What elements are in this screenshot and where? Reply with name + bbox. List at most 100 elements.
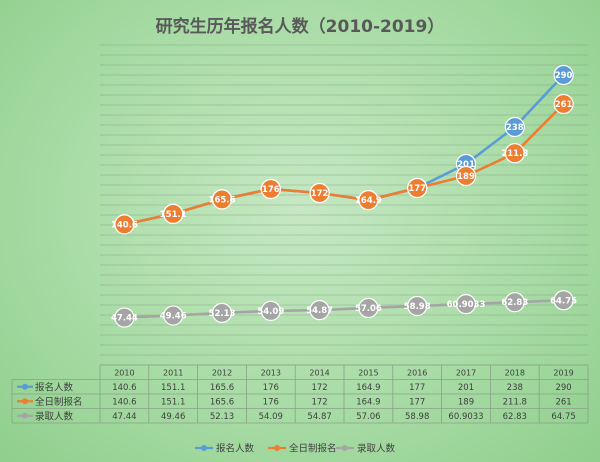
data-label: 177 xyxy=(408,184,426,194)
data-point xyxy=(504,292,525,313)
table-cell: 58.98 xyxy=(405,412,429,422)
table-cell: 151.1 xyxy=(161,383,185,393)
table-cell: 177 xyxy=(409,383,425,393)
data-label: 201 xyxy=(457,160,475,170)
table-legend-marker xyxy=(22,412,28,419)
data-point xyxy=(211,189,233,210)
legend-marker xyxy=(201,445,207,451)
table-cell: 64.75 xyxy=(551,412,575,422)
data-point xyxy=(553,290,574,311)
data-label: 151.1 xyxy=(160,210,187,220)
data-point xyxy=(260,300,281,322)
data-label: 49.46 xyxy=(160,312,187,322)
table-cell: 140.6 xyxy=(112,383,136,393)
data-label: 238 xyxy=(506,123,524,133)
x-tick-label: 2014 xyxy=(309,369,329,378)
table-cell: 211.8 xyxy=(503,397,527,407)
data-point xyxy=(358,297,379,319)
data-point xyxy=(553,93,574,115)
chart-title: 研究生历年报名人数（2010-2019） xyxy=(156,16,445,37)
data-point xyxy=(358,190,379,211)
data-label: 54.87 xyxy=(306,306,333,316)
data-label: 172 xyxy=(311,189,329,199)
table-row-label: 全日制报名 xyxy=(35,396,83,408)
table-row-label: 报名人数 xyxy=(35,381,74,393)
data-label: 165.6 xyxy=(209,195,236,205)
table-cell: 54.87 xyxy=(307,412,331,422)
data-label: 52.13 xyxy=(209,309,236,319)
data-point xyxy=(309,300,330,321)
table-cell: 54.09 xyxy=(259,412,283,422)
data-point xyxy=(114,307,135,328)
data-label: 176 xyxy=(262,185,280,195)
data-label: 189 xyxy=(457,172,475,182)
data-label: 57.06 xyxy=(355,304,382,314)
table-cell: 60.9033 xyxy=(448,412,483,422)
table-cell: 189 xyxy=(458,397,474,407)
x-tick-label: 2018 xyxy=(505,369,525,378)
table-cell: 172 xyxy=(311,383,327,393)
data-label: 261 xyxy=(555,100,573,110)
x-tick-label: 2019 xyxy=(553,369,573,378)
data-point xyxy=(504,116,525,138)
data-point xyxy=(504,143,525,164)
x-tick-label: 2016 xyxy=(407,369,427,378)
table-cell: 151.1 xyxy=(161,397,185,407)
x-tick-label: 2015 xyxy=(358,369,378,378)
data-label: 140.6 xyxy=(111,220,138,230)
legend-marker xyxy=(274,445,280,451)
table-cell: 165.6 xyxy=(210,397,234,407)
data-point xyxy=(163,305,184,326)
data-point xyxy=(260,178,281,200)
data-label: 58.98 xyxy=(404,302,431,312)
data-point xyxy=(407,177,428,199)
x-tick-label: 2017 xyxy=(456,369,476,378)
table-cell: 47.44 xyxy=(112,412,136,422)
data-point xyxy=(455,165,477,187)
data-label: 47.44 xyxy=(111,314,138,324)
table-legend-marker xyxy=(22,383,28,390)
data-label: 164.9 xyxy=(355,196,382,206)
table-cell: 140.6 xyxy=(112,397,136,407)
legend-label: 全日制报名 xyxy=(289,443,337,455)
data-point xyxy=(407,295,428,317)
table-cell: 165.6 xyxy=(210,383,234,393)
table-cell: 172 xyxy=(311,397,327,407)
table-cell: 52.13 xyxy=(210,412,234,422)
table-cell: 290 xyxy=(555,383,571,393)
data-point xyxy=(163,203,184,224)
table-row-label: 录取人数 xyxy=(35,410,74,422)
legend-marker xyxy=(342,445,348,451)
data-point xyxy=(211,302,233,323)
table-cell: 238 xyxy=(507,383,523,393)
data-label: 60.9033 xyxy=(447,300,486,310)
x-tick-label: 2013 xyxy=(261,369,281,378)
x-tick-label: 2012 xyxy=(212,369,232,378)
series-line xyxy=(124,298,564,319)
data-label: 211.8 xyxy=(501,149,528,159)
data-label: 290 xyxy=(555,71,573,81)
table-cell: 201 xyxy=(458,383,474,393)
data-point xyxy=(455,293,477,315)
data-point xyxy=(309,182,330,204)
table-cell: 49.46 xyxy=(161,412,185,422)
legend-label: 录取人数 xyxy=(357,443,396,455)
data-label: 64.75 xyxy=(550,296,577,306)
legend-label: 报名人数 xyxy=(216,443,255,455)
table-cell: 261 xyxy=(555,397,571,407)
table-cell: 164.9 xyxy=(356,383,380,393)
table-cell: 176 xyxy=(263,397,279,407)
data-label: 62.83 xyxy=(501,298,528,308)
table-cell: 176 xyxy=(263,383,279,393)
table-cell: 177 xyxy=(409,397,425,407)
series-line xyxy=(124,74,565,226)
series-line xyxy=(124,103,565,226)
table-legend-marker xyxy=(22,398,28,405)
x-tick-label: 2010 xyxy=(114,369,134,378)
x-tick-label: 2011 xyxy=(163,369,183,378)
data-label: 54.09 xyxy=(257,307,284,317)
table-cell: 62.83 xyxy=(503,412,527,422)
data-point xyxy=(553,64,574,86)
